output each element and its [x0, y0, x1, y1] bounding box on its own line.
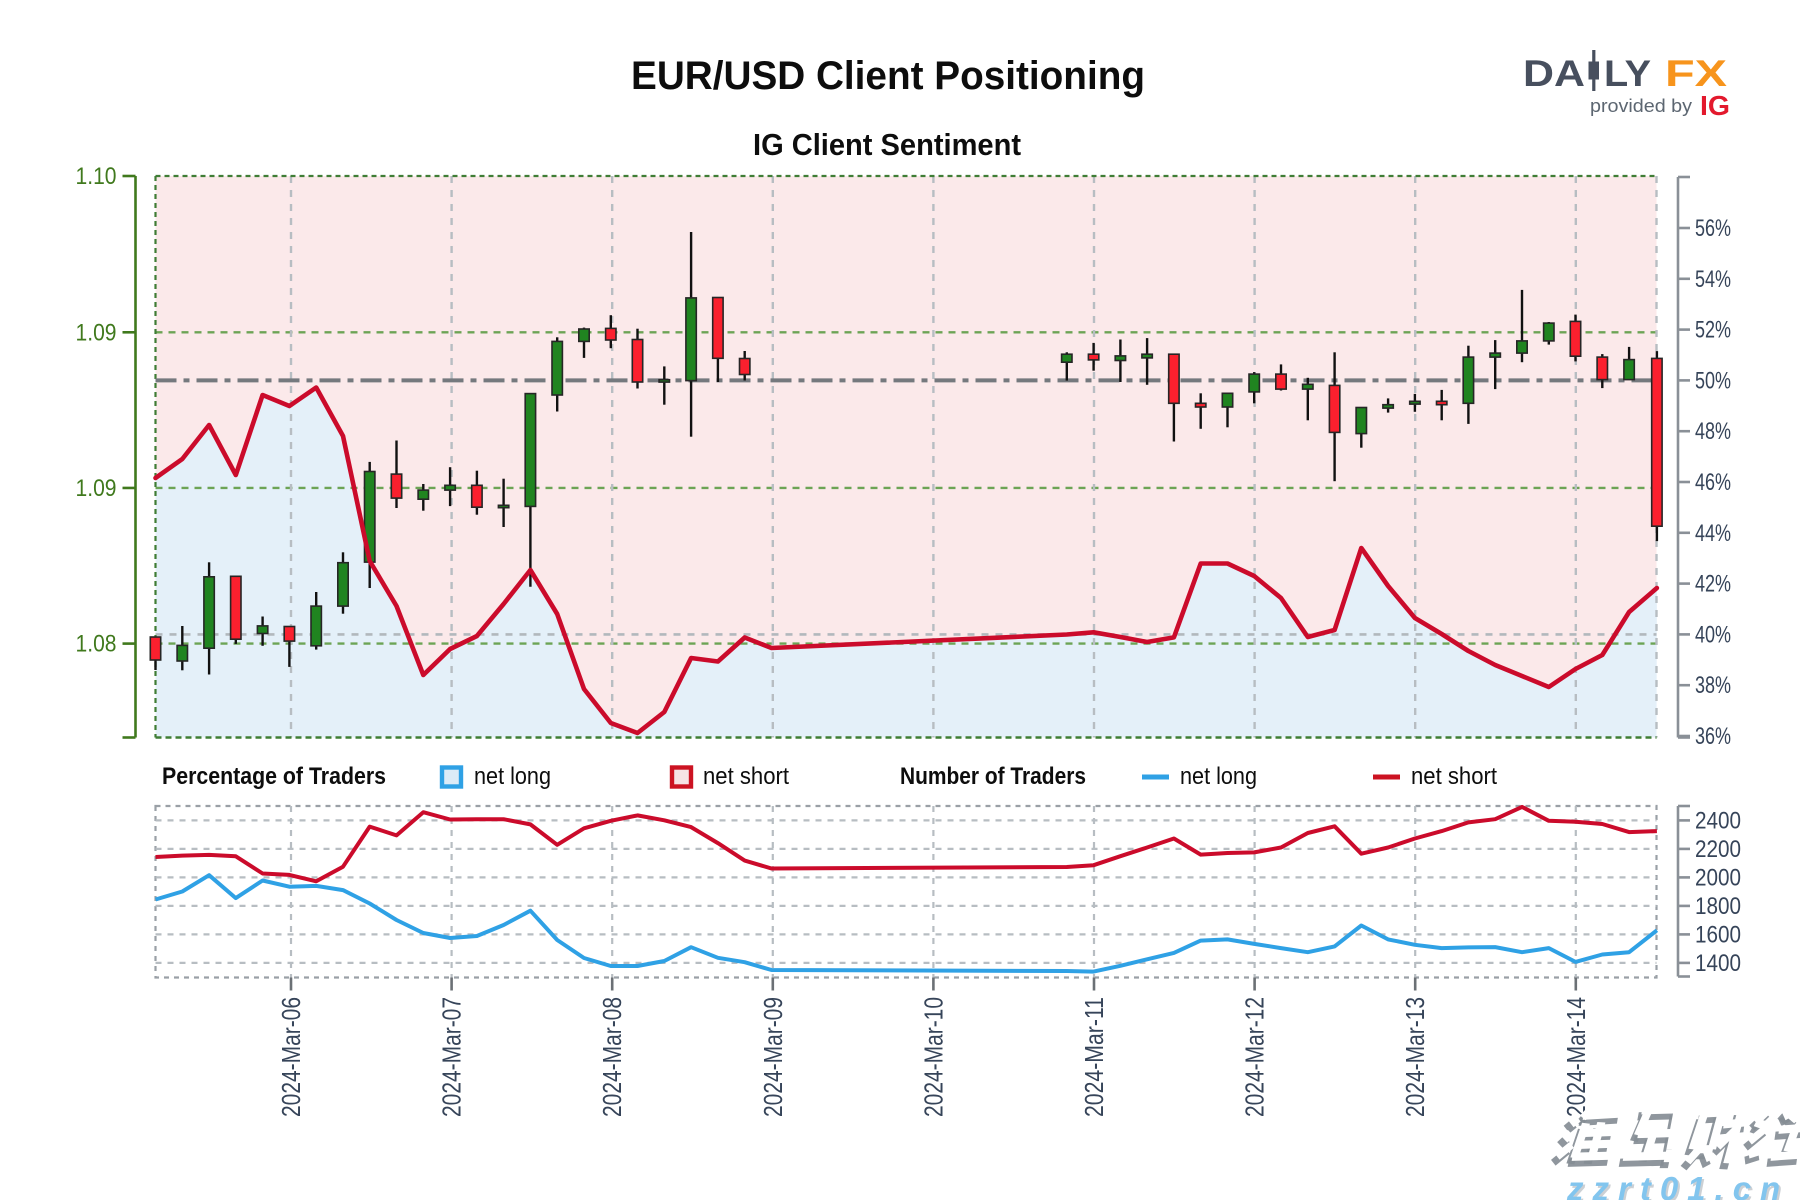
svg-text:38%: 38% — [1695, 672, 1731, 699]
svg-text:48%: 48% — [1695, 418, 1731, 445]
svg-text:Number of Traders: Number of Traders — [900, 763, 1086, 790]
svg-text:2024-Mar-12: 2024-Mar-12 — [1240, 997, 1270, 1117]
svg-text:1.09: 1.09 — [76, 319, 117, 346]
svg-text:52%: 52% — [1695, 317, 1731, 344]
svg-text:FX: FX — [1665, 53, 1727, 94]
svg-text:2200: 2200 — [1695, 836, 1741, 863]
svg-text:zzrt01.cn: zzrt01.cn — [1566, 1170, 1789, 1200]
svg-text:2024-Mar-07: 2024-Mar-07 — [437, 997, 467, 1117]
svg-text:2000: 2000 — [1695, 864, 1741, 891]
svg-text:2400: 2400 — [1695, 807, 1741, 834]
svg-text:2024-Mar-08: 2024-Mar-08 — [597, 997, 627, 1117]
svg-text:LY: LY — [1604, 53, 1651, 94]
svg-text:36%: 36% — [1695, 723, 1731, 750]
svg-text:Percentage of Traders: Percentage of Traders — [162, 763, 386, 790]
svg-text:1.10: 1.10 — [76, 163, 117, 190]
svg-text:50%: 50% — [1695, 367, 1731, 394]
svg-text:net short: net short — [703, 763, 789, 790]
svg-text:1600: 1600 — [1695, 921, 1741, 948]
svg-text:IG: IG — [1700, 90, 1730, 121]
svg-text:44%: 44% — [1695, 520, 1731, 547]
svg-text:2024-Mar-11: 2024-Mar-11 — [1079, 997, 1109, 1117]
svg-text:42%: 42% — [1695, 571, 1731, 598]
svg-text:net short: net short — [1411, 763, 1497, 790]
svg-text:net long: net long — [474, 763, 551, 790]
svg-text:zzrt01.cn: zzrt01.cn — [1568, 1172, 1791, 1200]
svg-text:2024-Mar-09: 2024-Mar-09 — [758, 997, 788, 1117]
svg-text:EUR/USD Client Positioning: EUR/USD Client Positioning — [631, 54, 1145, 98]
svg-text:provided by: provided by — [1590, 96, 1692, 116]
svg-text:2024-Mar-14: 2024-Mar-14 — [1561, 997, 1591, 1117]
svg-text:40%: 40% — [1695, 621, 1731, 648]
svg-text:IG Client Sentiment: IG Client Sentiment — [753, 127, 1021, 162]
svg-text:2024-Mar-13: 2024-Mar-13 — [1400, 997, 1430, 1117]
svg-text:46%: 46% — [1695, 469, 1731, 496]
svg-text:1400: 1400 — [1695, 950, 1741, 977]
svg-text:net long: net long — [1180, 763, 1257, 790]
svg-text:56%: 56% — [1695, 215, 1731, 242]
svg-text:1.08: 1.08 — [76, 631, 117, 658]
svg-text:DA: DA — [1523, 53, 1585, 94]
svg-text:1.09: 1.09 — [76, 475, 117, 502]
svg-text:1800: 1800 — [1695, 893, 1741, 920]
svg-text:2024-Mar-10: 2024-Mar-10 — [918, 997, 948, 1117]
svg-text:54%: 54% — [1695, 266, 1731, 293]
svg-text:2024-Mar-06: 2024-Mar-06 — [276, 997, 306, 1117]
